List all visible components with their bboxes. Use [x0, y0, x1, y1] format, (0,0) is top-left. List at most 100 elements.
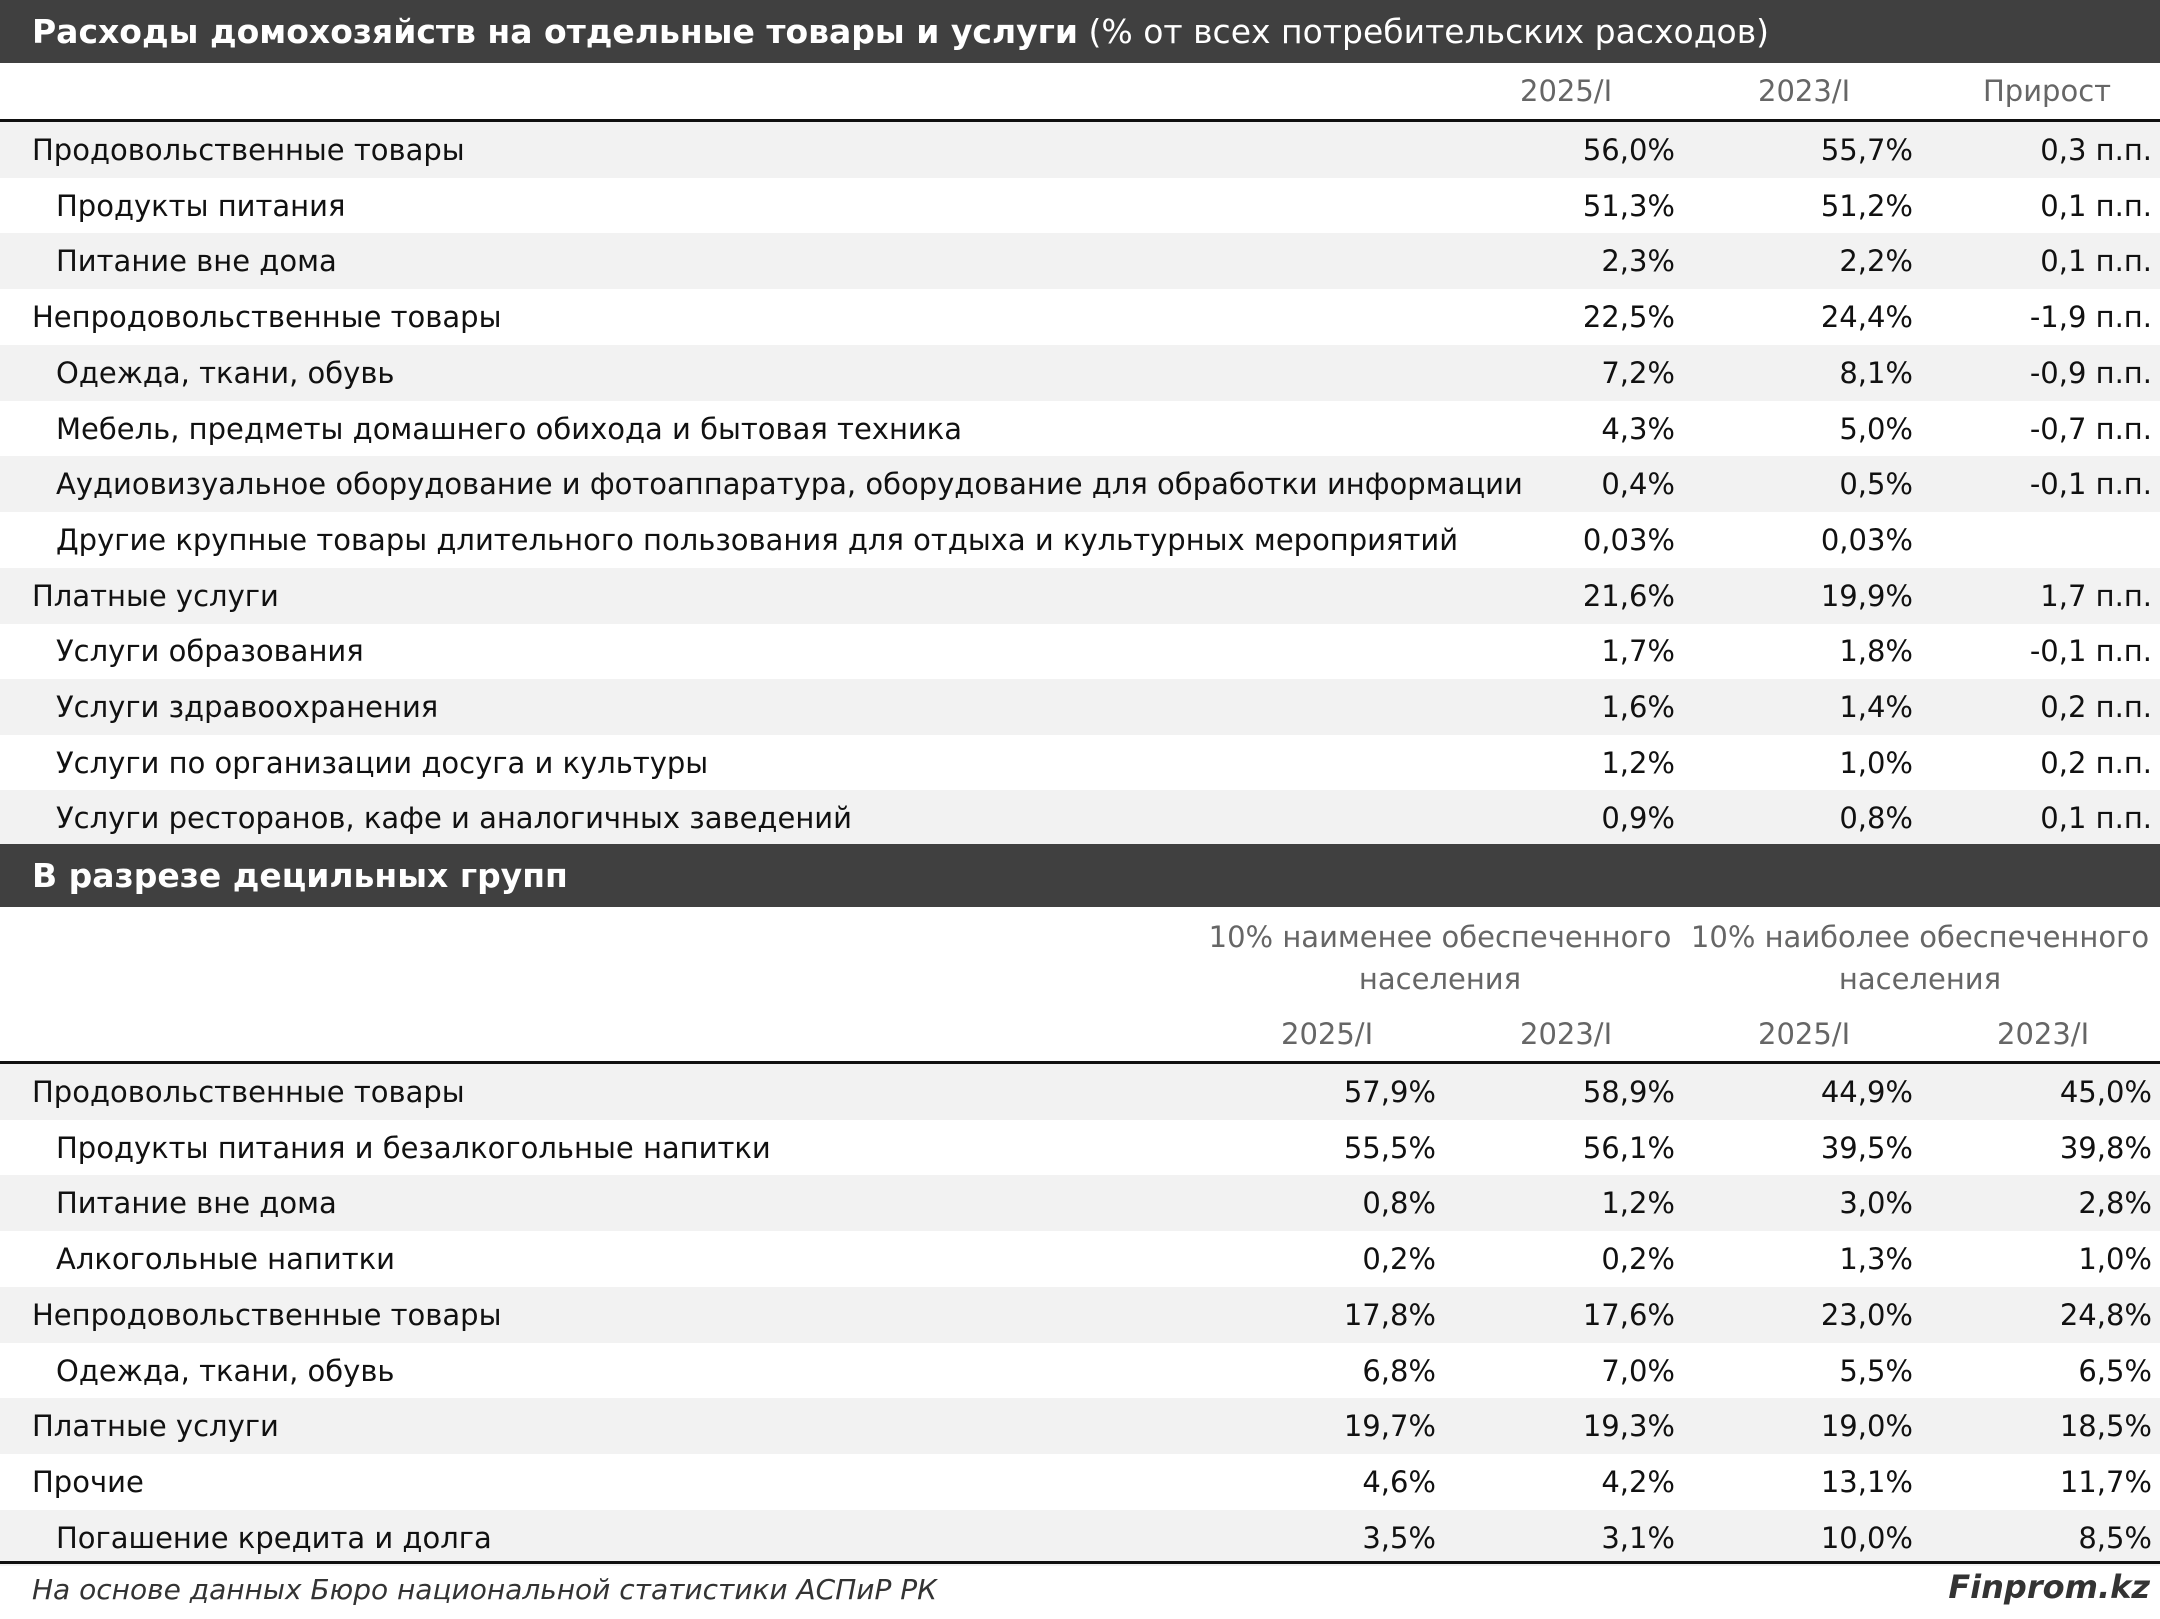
row-label: Продовольственные товары	[32, 133, 465, 167]
table-row: Одежда, ткани, обувь 6,8% 7,0% 5,5% 6,5%	[0, 1343, 2160, 1399]
row-value: 2,8%	[2078, 1186, 2152, 1221]
footer-source: На основе данных Бюро национальной стати…	[32, 1573, 938, 1606]
row-value: 22,5%	[1582, 300, 1675, 335]
row-label: Погашение кредита и долга	[56, 1520, 492, 1555]
row-label: Прочие	[32, 1464, 144, 1499]
table-row: Продовольственные товары 56,0% 55,7% 0,3 п.…	[0, 122, 2160, 178]
table-row: Продукты питания 51,3% 51,2% 0,1 п.п.	[0, 178, 2160, 234]
col-header-growth: Прирост	[1983, 74, 2112, 108]
row-value: 0,1 п.п.	[2040, 188, 2152, 223]
footer-rule	[0, 1561, 2160, 1564]
table-row: Аудиовизуальное оборудование и фотоаппар…	[0, 456, 2160, 513]
row-label: Непродовольственные товары	[32, 300, 502, 335]
row-value: 11,7%	[2059, 1464, 2152, 1499]
row-value: 4,6%	[1362, 1464, 1436, 1499]
row-value: 1,0%	[1839, 745, 1913, 780]
row-value: -1,9 п.п.	[2029, 300, 2152, 335]
row-value: 1,2%	[1601, 745, 1675, 780]
footer-brand-logo: Finprom.kz	[1948, 1568, 2150, 1606]
row-label: Питание вне дома	[56, 244, 337, 279]
table-row: Услуги по организации досуга и культуры 1…	[0, 735, 2160, 791]
row-value: 1,2%	[1601, 1186, 1675, 1221]
row-value: 45,0%	[2059, 1075, 2152, 1109]
row-value: 0,5%	[1839, 467, 1913, 502]
row-value: 13,1%	[1820, 1464, 1913, 1499]
row-value: 1,7%	[1601, 634, 1675, 669]
section2-title: В разрезе децильных групп	[32, 856, 568, 895]
row-value: 0,9%	[1601, 801, 1675, 836]
row-value: 7,2%	[1601, 355, 1675, 390]
row-value: 3,0%	[1839, 1186, 1913, 1221]
row-value: 21,6%	[1582, 578, 1675, 613]
row-value: 8,5%	[2078, 1520, 2152, 1555]
row-value: 56,0%	[1582, 133, 1675, 167]
table-row: Услуги ресторанов, кафе и аналогичных за…	[0, 790, 2160, 847]
row-value: 0,2%	[1601, 1242, 1675, 1277]
row-label: Услуги образования	[56, 634, 364, 669]
row-value: 51,2%	[1820, 188, 1913, 223]
table-row: Продовольственные товары 57,9% 58,9% 44,9% 4…	[0, 1064, 2160, 1120]
table-row: Услуги здравоохранения 1,6% 1,4% 0,2 п.п.	[0, 679, 2160, 735]
col-header-2025: 2025/I	[1520, 74, 1613, 108]
row-value: 1,8%	[1839, 634, 1913, 669]
row-value: 2,2%	[1839, 244, 1913, 279]
table-row: Непродовольственные товары 22,5% 24,4% -1,9…	[0, 289, 2160, 345]
row-value: -0,1 п.п.	[2029, 634, 2152, 669]
row-value: 1,7 п.п.	[2040, 578, 2152, 613]
section1-title: Расходы домохозяйств на отдельные товары…	[32, 12, 1078, 51]
row-label: Услуги по организации досуга и культуры	[56, 745, 709, 780]
row-value: -0,1 п.п.	[2029, 467, 2152, 502]
row-label: Платные услуги	[32, 1409, 279, 1444]
row-value: 0,2 п.п.	[2040, 745, 2152, 780]
col-header-high-2023: 2023/I	[1997, 1017, 2090, 1051]
row-value: 0,1 п.п.	[2040, 801, 2152, 836]
table-row: Алкогольные напитки 0,2% 0,2% 1,3% 1,0%	[0, 1231, 2160, 1287]
row-label: Другие крупные товары длительного пользо…	[56, 522, 1459, 557]
row-value: 0,2%	[1362, 1242, 1436, 1277]
row-value: 1,3%	[1839, 1242, 1913, 1277]
row-value: 0,3 п.п.	[2040, 133, 2152, 167]
section1-title-bar: Расходы домохозяйств на отдельные товары…	[0, 0, 2160, 63]
table-row: Питание вне дома 0,8% 1,2% 3,0% 2,8%	[0, 1175, 2160, 1232]
row-value: 5,5%	[1839, 1353, 1913, 1388]
table-row: Непродовольственные товары 17,8% 17,6% 23,0…	[0, 1286, 2160, 1343]
row-value: 24,8%	[2059, 1297, 2152, 1332]
row-value: 24,4%	[1820, 300, 1913, 335]
row-label: Одежда, ткани, обувь	[56, 1353, 395, 1388]
row-value: 58,9%	[1582, 1075, 1675, 1109]
row-value: 1,4%	[1839, 690, 1913, 724]
row-value: -0,9 п.п.	[2029, 355, 2152, 390]
col-header-high-2025: 2025/I	[1758, 1017, 1851, 1051]
row-value: 0,4%	[1601, 467, 1675, 502]
row-value: 44,9%	[1820, 1075, 1913, 1109]
group-header-low: 10% наименее обеспеченного населения	[1208, 920, 1672, 996]
row-value: 8,1%	[1839, 355, 1913, 390]
row-value: 0,03%	[1820, 522, 1913, 557]
row-value: 6,5%	[2078, 1353, 2152, 1388]
row-value: 18,5%	[2059, 1409, 2152, 1444]
row-value: 0,8%	[1362, 1186, 1436, 1221]
row-label: Аудиовизуальное оборудование и фотоаппар…	[56, 467, 1523, 502]
row-value: 1,0%	[2078, 1242, 2152, 1277]
table-row: Прочие 4,6% 4,2% 13,1% 11,7%	[0, 1454, 2160, 1510]
section1-header-rule	[0, 119, 2160, 122]
section1-title-unit: (% от всех потребительских расходов)	[1078, 12, 1770, 51]
row-value: 55,7%	[1820, 133, 1913, 167]
table-row: Питание вне дома 2,3% 2,2% 0,1 п.п.	[0, 233, 2160, 290]
col-header-low-2025: 2025/I	[1281, 1017, 1374, 1051]
row-value: 39,8%	[2059, 1130, 2152, 1165]
section2-title-bar: В разрезе децильных групп	[0, 844, 2160, 907]
row-value: 17,8%	[1343, 1297, 1436, 1332]
row-value: 2,3%	[1601, 244, 1675, 279]
row-value: 0,03%	[1582, 522, 1675, 557]
row-label: Питание вне дома	[56, 1186, 337, 1221]
row-label: Платные услуги	[32, 578, 279, 613]
row-value: 5,0%	[1839, 411, 1913, 446]
row-value: 17,6%	[1582, 1297, 1675, 1332]
row-label: Услуги здравоохранения	[56, 690, 439, 724]
row-value: 0,1 п.п.	[2040, 244, 2152, 279]
row-label: Продовольственные товары	[32, 1075, 465, 1109]
row-value: 19,9%	[1820, 578, 1913, 613]
row-value: 0,2 п.п.	[2040, 690, 2152, 724]
